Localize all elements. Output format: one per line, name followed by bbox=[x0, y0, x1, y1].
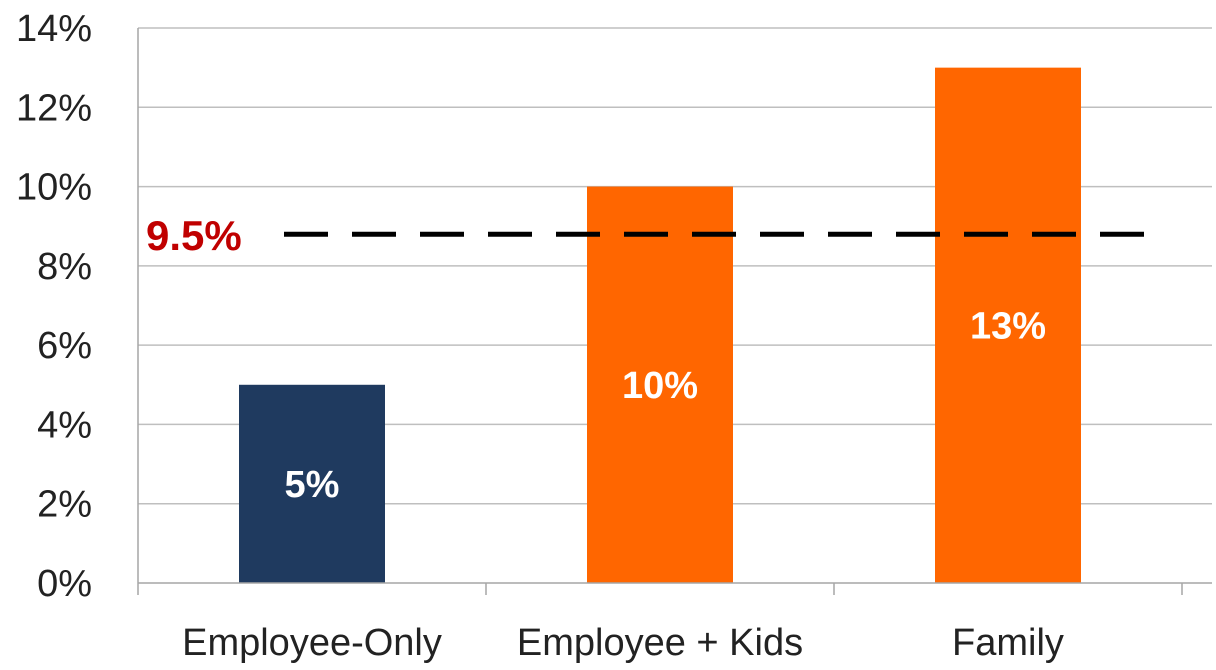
bar-value-label: 10% bbox=[622, 365, 698, 407]
y-axis-tick-labels: 0% 2% 4% 6% 8% 10% 12% 14% bbox=[16, 8, 92, 605]
x-tick-label: Family bbox=[952, 622, 1064, 664]
bar-family bbox=[935, 67, 1081, 583]
x-tick-label: Employee + Kids bbox=[517, 622, 803, 664]
x-axis-tick-labels: Employee-Only Employee + Kids Family bbox=[182, 622, 1064, 664]
y-tick-label: 6% bbox=[37, 325, 92, 367]
y-tick-label: 10% bbox=[16, 167, 92, 209]
bar-employee-only bbox=[239, 384, 385, 583]
y-tick-label: 4% bbox=[37, 404, 92, 446]
y-tick-label: 8% bbox=[37, 246, 92, 288]
reference-line-group: 9.5% bbox=[146, 212, 1152, 259]
x-axis bbox=[137, 28, 1212, 595]
y-tick-label: 12% bbox=[16, 87, 92, 129]
bar-employee-kids bbox=[587, 186, 733, 584]
x-tick-label: Employee-Only bbox=[182, 622, 442, 664]
reference-line-label: 9.5% bbox=[146, 212, 242, 259]
y-tick-label: 14% bbox=[16, 8, 92, 50]
y-tick-label: 2% bbox=[37, 484, 92, 526]
bars: 5% 10% 13% bbox=[239, 67, 1081, 584]
bar-value-label: 13% bbox=[970, 305, 1046, 347]
y-tick-label: 0% bbox=[37, 563, 92, 605]
bar-value-label: 5% bbox=[285, 464, 340, 506]
